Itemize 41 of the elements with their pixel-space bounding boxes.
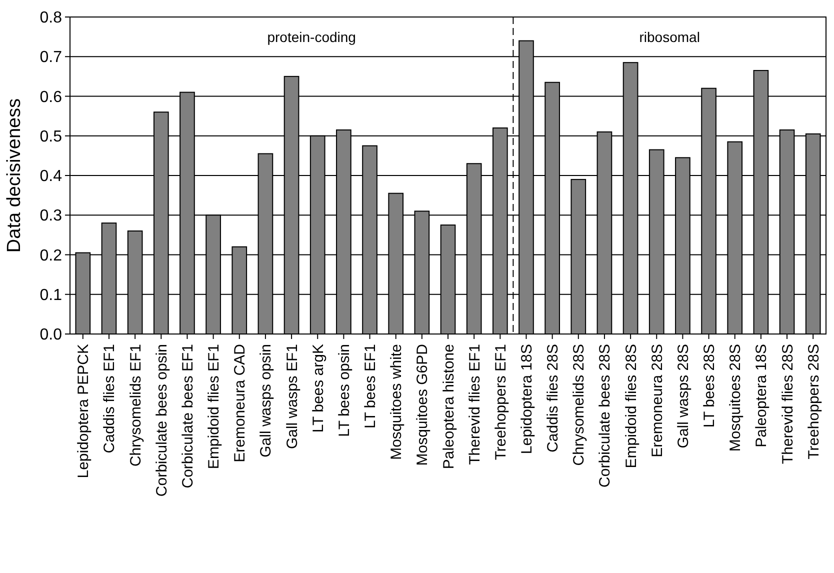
y-tick-label: 0.0 — [40, 326, 62, 344]
x-tick-label: Eremoneura 28S — [648, 344, 666, 458]
x-tick-label: Therevid flies 28S — [779, 344, 796, 464]
annotation: ribosomal — [639, 28, 700, 45]
x-tick-label: Empidoid flies 28S — [622, 344, 640, 468]
x-tick-label: Paleoptera 18S — [753, 344, 770, 448]
x-tick-label: Mosquitoes 28S — [727, 344, 744, 452]
annotation: protein-coding — [267, 28, 356, 45]
x-tick-label: Lepidoptera 18S — [518, 344, 536, 454]
x-tick-label: Therevid flies EF1 — [466, 344, 484, 465]
y-tick-label: 0.6 — [40, 88, 62, 106]
x-tick-label: Chrysomelids EF1 — [127, 344, 144, 467]
x-tick-label: Paleoptera histone — [440, 344, 458, 470]
y-tick-label: 0.1 — [40, 286, 62, 304]
y-tick-label: 0.2 — [40, 247, 62, 264]
x-tick-label: Corbiculate bees EF1 — [179, 344, 196, 488]
x-tick-label: Treehoppers 28S — [805, 344, 822, 460]
x-tick-label: Gall wasps EF1 — [284, 344, 301, 450]
x-tick-label: Treehoppers EF1 — [492, 344, 510, 460]
x-tick-label: Gall wasps opsin — [258, 344, 275, 458]
x-tick-label: LT bees opsin — [336, 344, 353, 437]
x-tick-label: LT bees EF1 — [362, 344, 380, 428]
x-tick-label: LT bees argK — [310, 344, 327, 433]
x-tick-label: Caddis flies EF1 — [101, 344, 118, 454]
x-tick-label: Gall wasps 28S — [674, 344, 692, 448]
x-tick-label: Chrysomelids 28S — [570, 344, 588, 466]
x-tick-label: Caddis flies 28S — [544, 344, 562, 452]
y-axis-title: Data decisiveness — [4, 98, 25, 253]
x-tick-label: Corbiculate bees 28S — [596, 344, 614, 488]
y-tick-label: 0.3 — [40, 208, 62, 225]
x-tick-label: Lepidoptera PEPCK — [75, 344, 92, 478]
x-tick-label: Empidoid flies EF1 — [206, 344, 223, 470]
y-tick-label: 0.5 — [40, 128, 62, 146]
x-tick-label: Mosquitoes white — [388, 344, 406, 460]
x-tick-label: LT bees 28S — [701, 344, 718, 428]
x-tick-label: Mosquitoes G6PD — [414, 344, 432, 466]
x-tick-label: Eremoneura CAD — [232, 344, 249, 462]
y-tick-label: 0.7 — [40, 49, 62, 66]
x-tick-label: Corbiculate bees opsin — [153, 344, 170, 497]
y-tick-label: 0.8 — [40, 10, 62, 27]
y-tick-label: 0.4 — [40, 168, 62, 186]
